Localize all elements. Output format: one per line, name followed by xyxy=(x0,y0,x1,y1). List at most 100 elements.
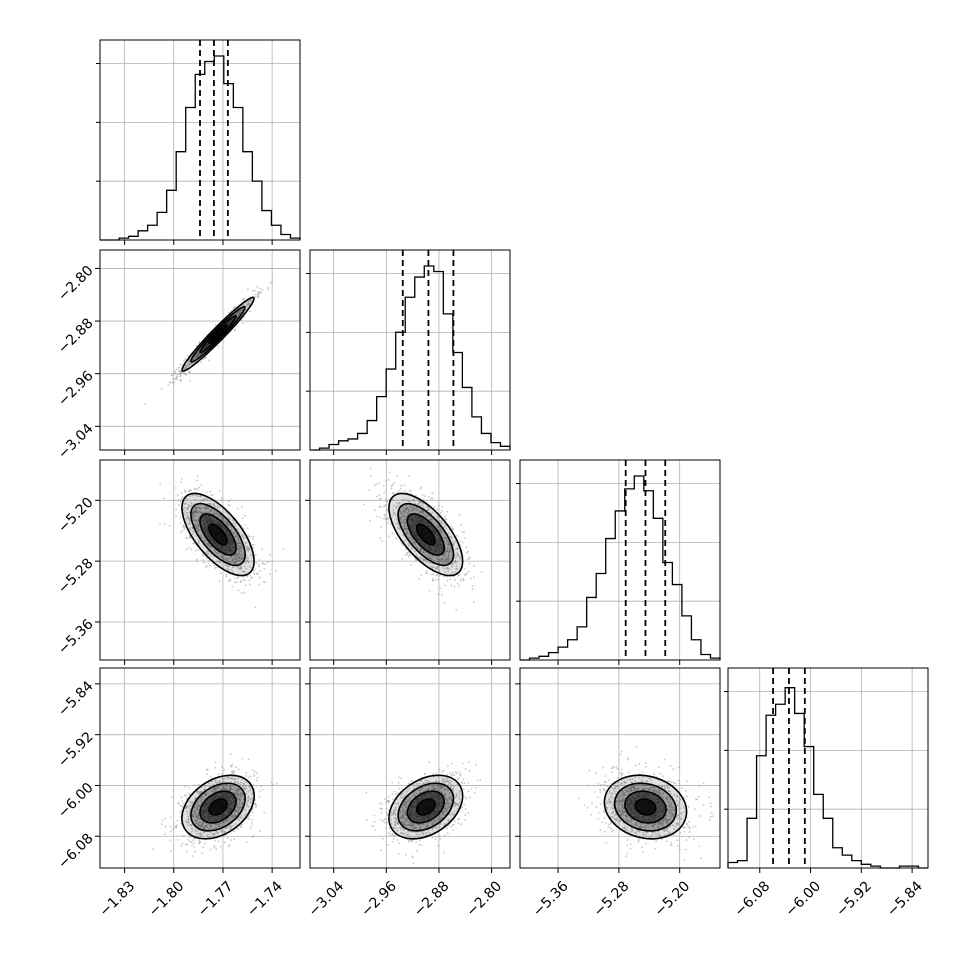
scatter-point xyxy=(209,848,212,851)
scatter-point xyxy=(240,546,243,549)
scatter-point xyxy=(257,294,259,297)
scatter-point xyxy=(231,763,233,766)
scatter-point xyxy=(407,551,410,554)
scatter-point xyxy=(400,487,402,490)
scatter-point xyxy=(223,820,226,823)
scatter-point xyxy=(200,832,203,835)
scatter-point xyxy=(244,808,247,811)
scatter-point xyxy=(409,506,412,509)
scatter-point xyxy=(183,513,186,516)
panel-frame xyxy=(99,667,301,869)
scatter-point xyxy=(195,527,198,530)
scatter-point xyxy=(456,582,459,585)
scatter-point xyxy=(215,566,218,569)
scatter-point xyxy=(368,489,370,491)
scatter-point xyxy=(202,788,205,791)
scatter-point xyxy=(445,541,448,544)
scatter-point xyxy=(431,497,434,499)
scatter-point xyxy=(251,818,254,821)
scatter-point xyxy=(197,524,200,527)
scatter-point xyxy=(196,822,199,825)
scatter-point xyxy=(399,512,402,515)
scatter-point xyxy=(217,773,220,776)
scatter-point xyxy=(401,557,404,560)
scatter-point xyxy=(246,559,248,562)
scatter-point xyxy=(196,815,198,818)
scatter-point xyxy=(233,838,235,841)
scatter-point xyxy=(455,567,458,570)
scatter-point xyxy=(221,772,224,775)
scatter-point xyxy=(237,530,240,533)
scatter-point xyxy=(421,494,424,496)
scatter-point xyxy=(443,567,445,570)
scatter-point xyxy=(196,475,199,478)
scatter-point xyxy=(224,819,227,822)
scatter-point xyxy=(443,525,446,528)
histogram-step-0 xyxy=(100,55,301,241)
scatter-point xyxy=(382,517,384,520)
scatter-point xyxy=(204,788,207,791)
scatter-point xyxy=(191,830,193,833)
scatter-point xyxy=(186,797,188,799)
scatter-point xyxy=(226,836,229,839)
scatter-point xyxy=(375,515,378,518)
scatter-point xyxy=(243,788,246,790)
scatter-point xyxy=(176,494,179,497)
scatter-point xyxy=(197,801,199,804)
scatter-point xyxy=(251,793,254,796)
scatter-point xyxy=(243,570,245,573)
panel-content xyxy=(152,753,278,857)
scatter-point xyxy=(240,823,243,826)
scatter-point xyxy=(422,549,425,552)
scatter-point xyxy=(268,553,271,556)
scatter-point xyxy=(468,556,471,558)
scatter-point xyxy=(457,574,460,577)
scatter-point xyxy=(451,562,454,565)
scatter-point xyxy=(247,795,250,798)
scatter-point xyxy=(223,769,226,771)
scatter-point xyxy=(208,827,211,830)
panel-2-2 xyxy=(516,459,721,665)
scatter-point xyxy=(240,592,243,595)
scatter-point xyxy=(207,359,210,362)
scatter-point xyxy=(197,530,200,532)
scatter-point xyxy=(253,835,255,838)
scatter-point xyxy=(187,818,190,820)
scatter-point xyxy=(431,577,434,580)
scatter-point xyxy=(236,538,239,541)
scatter-point xyxy=(217,345,220,348)
scatter-point xyxy=(209,832,212,834)
scatter-point xyxy=(206,835,209,838)
scatter-point xyxy=(443,515,446,518)
scatter-point xyxy=(385,518,388,521)
scatter-point xyxy=(468,562,471,565)
scatter-point xyxy=(241,570,244,573)
scatter-point xyxy=(422,558,425,561)
scatter-point xyxy=(453,554,456,557)
scatter-point xyxy=(230,556,233,559)
scatter-point xyxy=(202,358,205,361)
scatter-point xyxy=(247,533,249,536)
scatter-point xyxy=(190,803,193,805)
scatter-point xyxy=(254,568,256,571)
scatter-point xyxy=(458,554,461,557)
scatter-point xyxy=(253,543,255,546)
scatter-point xyxy=(215,848,218,851)
scatter-point xyxy=(183,794,186,797)
scatter-point xyxy=(231,558,234,561)
scatter-point xyxy=(424,495,426,498)
scatter-point xyxy=(171,374,174,377)
scatter-point xyxy=(418,577,420,580)
scatter-point xyxy=(438,504,440,507)
scatter-point xyxy=(455,565,458,568)
scatter-point xyxy=(233,792,236,795)
scatter-point xyxy=(384,499,387,501)
scatter-point xyxy=(245,548,248,551)
scatter-point xyxy=(195,558,198,561)
scatter-point xyxy=(235,788,238,791)
scatter-point xyxy=(240,781,242,784)
scatter-point xyxy=(234,581,236,584)
scatter-point xyxy=(250,802,253,805)
scatter-point xyxy=(239,807,241,809)
scatter-point xyxy=(229,828,232,831)
